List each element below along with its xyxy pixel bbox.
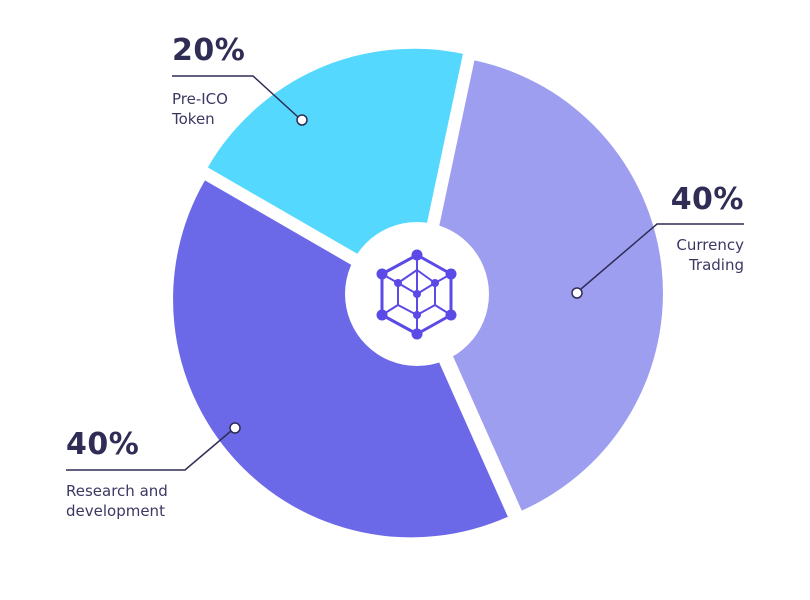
leader-dot-currency: [571, 287, 583, 299]
slice-label-pre-ico: Pre-ICO Token: [172, 89, 228, 129]
pct-label-pre-ico: 20%: [172, 33, 246, 68]
pie-slice-currency-trading: [424, 60, 663, 511]
label-line: Token: [172, 110, 215, 128]
slice-label-currency: Currency Trading: [676, 235, 744, 275]
label-line: Research and: [66, 482, 168, 500]
pie-slice-research-and-development: [173, 180, 508, 538]
leader-line-research: [66, 430, 232, 471]
label-line: Pre-ICO: [172, 90, 228, 108]
pct-label-currency: 40%: [670, 182, 744, 217]
leader-dot-research: [229, 422, 241, 434]
leader-line-currency: [580, 223, 744, 290]
hexagon-network-icon: [376, 249, 457, 340]
leader-dot-pre-ico: [296, 114, 308, 126]
label-line: Trading: [688, 256, 744, 274]
slice-label-research: Research and development: [66, 481, 168, 521]
label-line: Currency: [676, 236, 744, 254]
label-line: development: [66, 502, 165, 520]
leader-line-pre-ico: [172, 75, 299, 118]
pct-label-research: 40%: [66, 427, 140, 462]
